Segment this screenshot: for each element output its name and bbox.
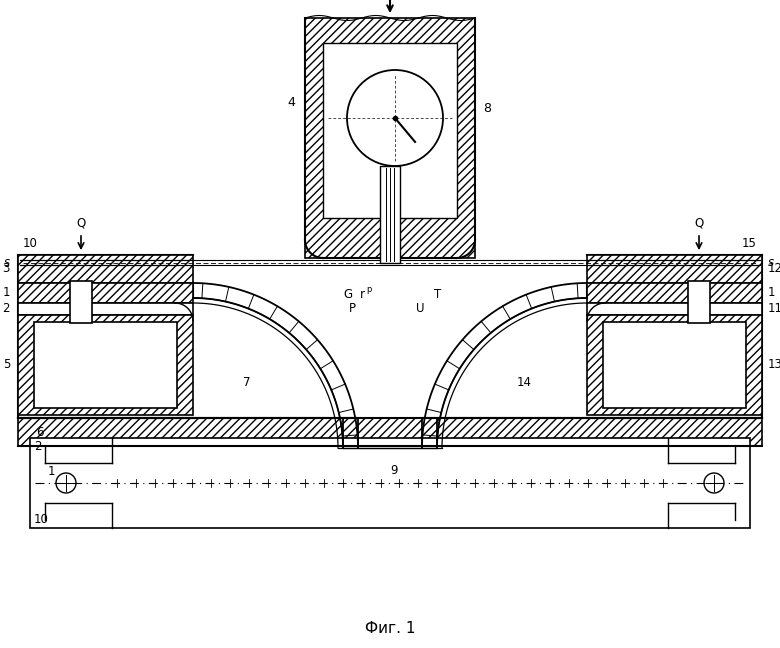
Text: 1: 1: [48, 465, 55, 478]
Text: m: m: [166, 303, 175, 312]
Bar: [603, 322, 746, 408]
Bar: [380, 166, 400, 263]
Bar: [18, 283, 193, 303]
Text: r: r: [158, 306, 163, 319]
Bar: [587, 315, 762, 415]
Text: A: A: [56, 262, 64, 275]
Text: W: W: [714, 262, 725, 275]
Bar: [587, 283, 762, 303]
Text: 8: 8: [483, 102, 491, 115]
Text: V: V: [675, 262, 683, 275]
Bar: [34, 322, 177, 408]
Text: T: T: [434, 288, 441, 301]
Text: 12: 12: [768, 262, 780, 275]
Text: P: P: [349, 302, 356, 315]
Text: s: s: [4, 256, 10, 269]
Text: Фиг. 1: Фиг. 1: [365, 621, 415, 636]
Text: 6: 6: [36, 426, 44, 439]
Text: 10: 10: [23, 237, 38, 250]
Text: 5: 5: [2, 358, 10, 371]
Text: 13: 13: [768, 358, 780, 371]
Text: U: U: [416, 302, 424, 315]
Bar: [30, 438, 750, 528]
Bar: [70, 281, 92, 323]
Text: 3: 3: [2, 262, 10, 275]
Text: m: m: [603, 303, 612, 312]
Text: s: s: [768, 256, 774, 269]
Text: 4: 4: [287, 95, 295, 108]
Text: 11: 11: [768, 303, 780, 316]
Text: r: r: [595, 306, 600, 319]
Text: G: G: [343, 288, 353, 301]
Bar: [305, 18, 475, 258]
Text: 1: 1: [768, 286, 775, 299]
Text: 1: 1: [2, 286, 10, 299]
Bar: [18, 255, 193, 283]
Text: 2: 2: [2, 303, 10, 316]
Text: 9: 9: [390, 464, 398, 477]
Bar: [18, 418, 762, 446]
Bar: [18, 315, 193, 415]
Text: Q: Q: [76, 217, 86, 230]
Text: p: p: [367, 285, 372, 294]
Text: 7: 7: [243, 375, 250, 389]
Text: 14: 14: [517, 375, 532, 389]
Text: 10: 10: [34, 513, 49, 526]
Bar: [18, 303, 193, 315]
Text: Q: Q: [694, 217, 704, 230]
Text: B: B: [96, 262, 104, 275]
Bar: [323, 43, 457, 218]
Text: 2: 2: [34, 440, 41, 453]
Text: 15: 15: [742, 237, 757, 250]
Bar: [587, 255, 762, 283]
Text: r: r: [360, 288, 364, 301]
Bar: [587, 303, 762, 315]
Bar: [688, 281, 710, 323]
